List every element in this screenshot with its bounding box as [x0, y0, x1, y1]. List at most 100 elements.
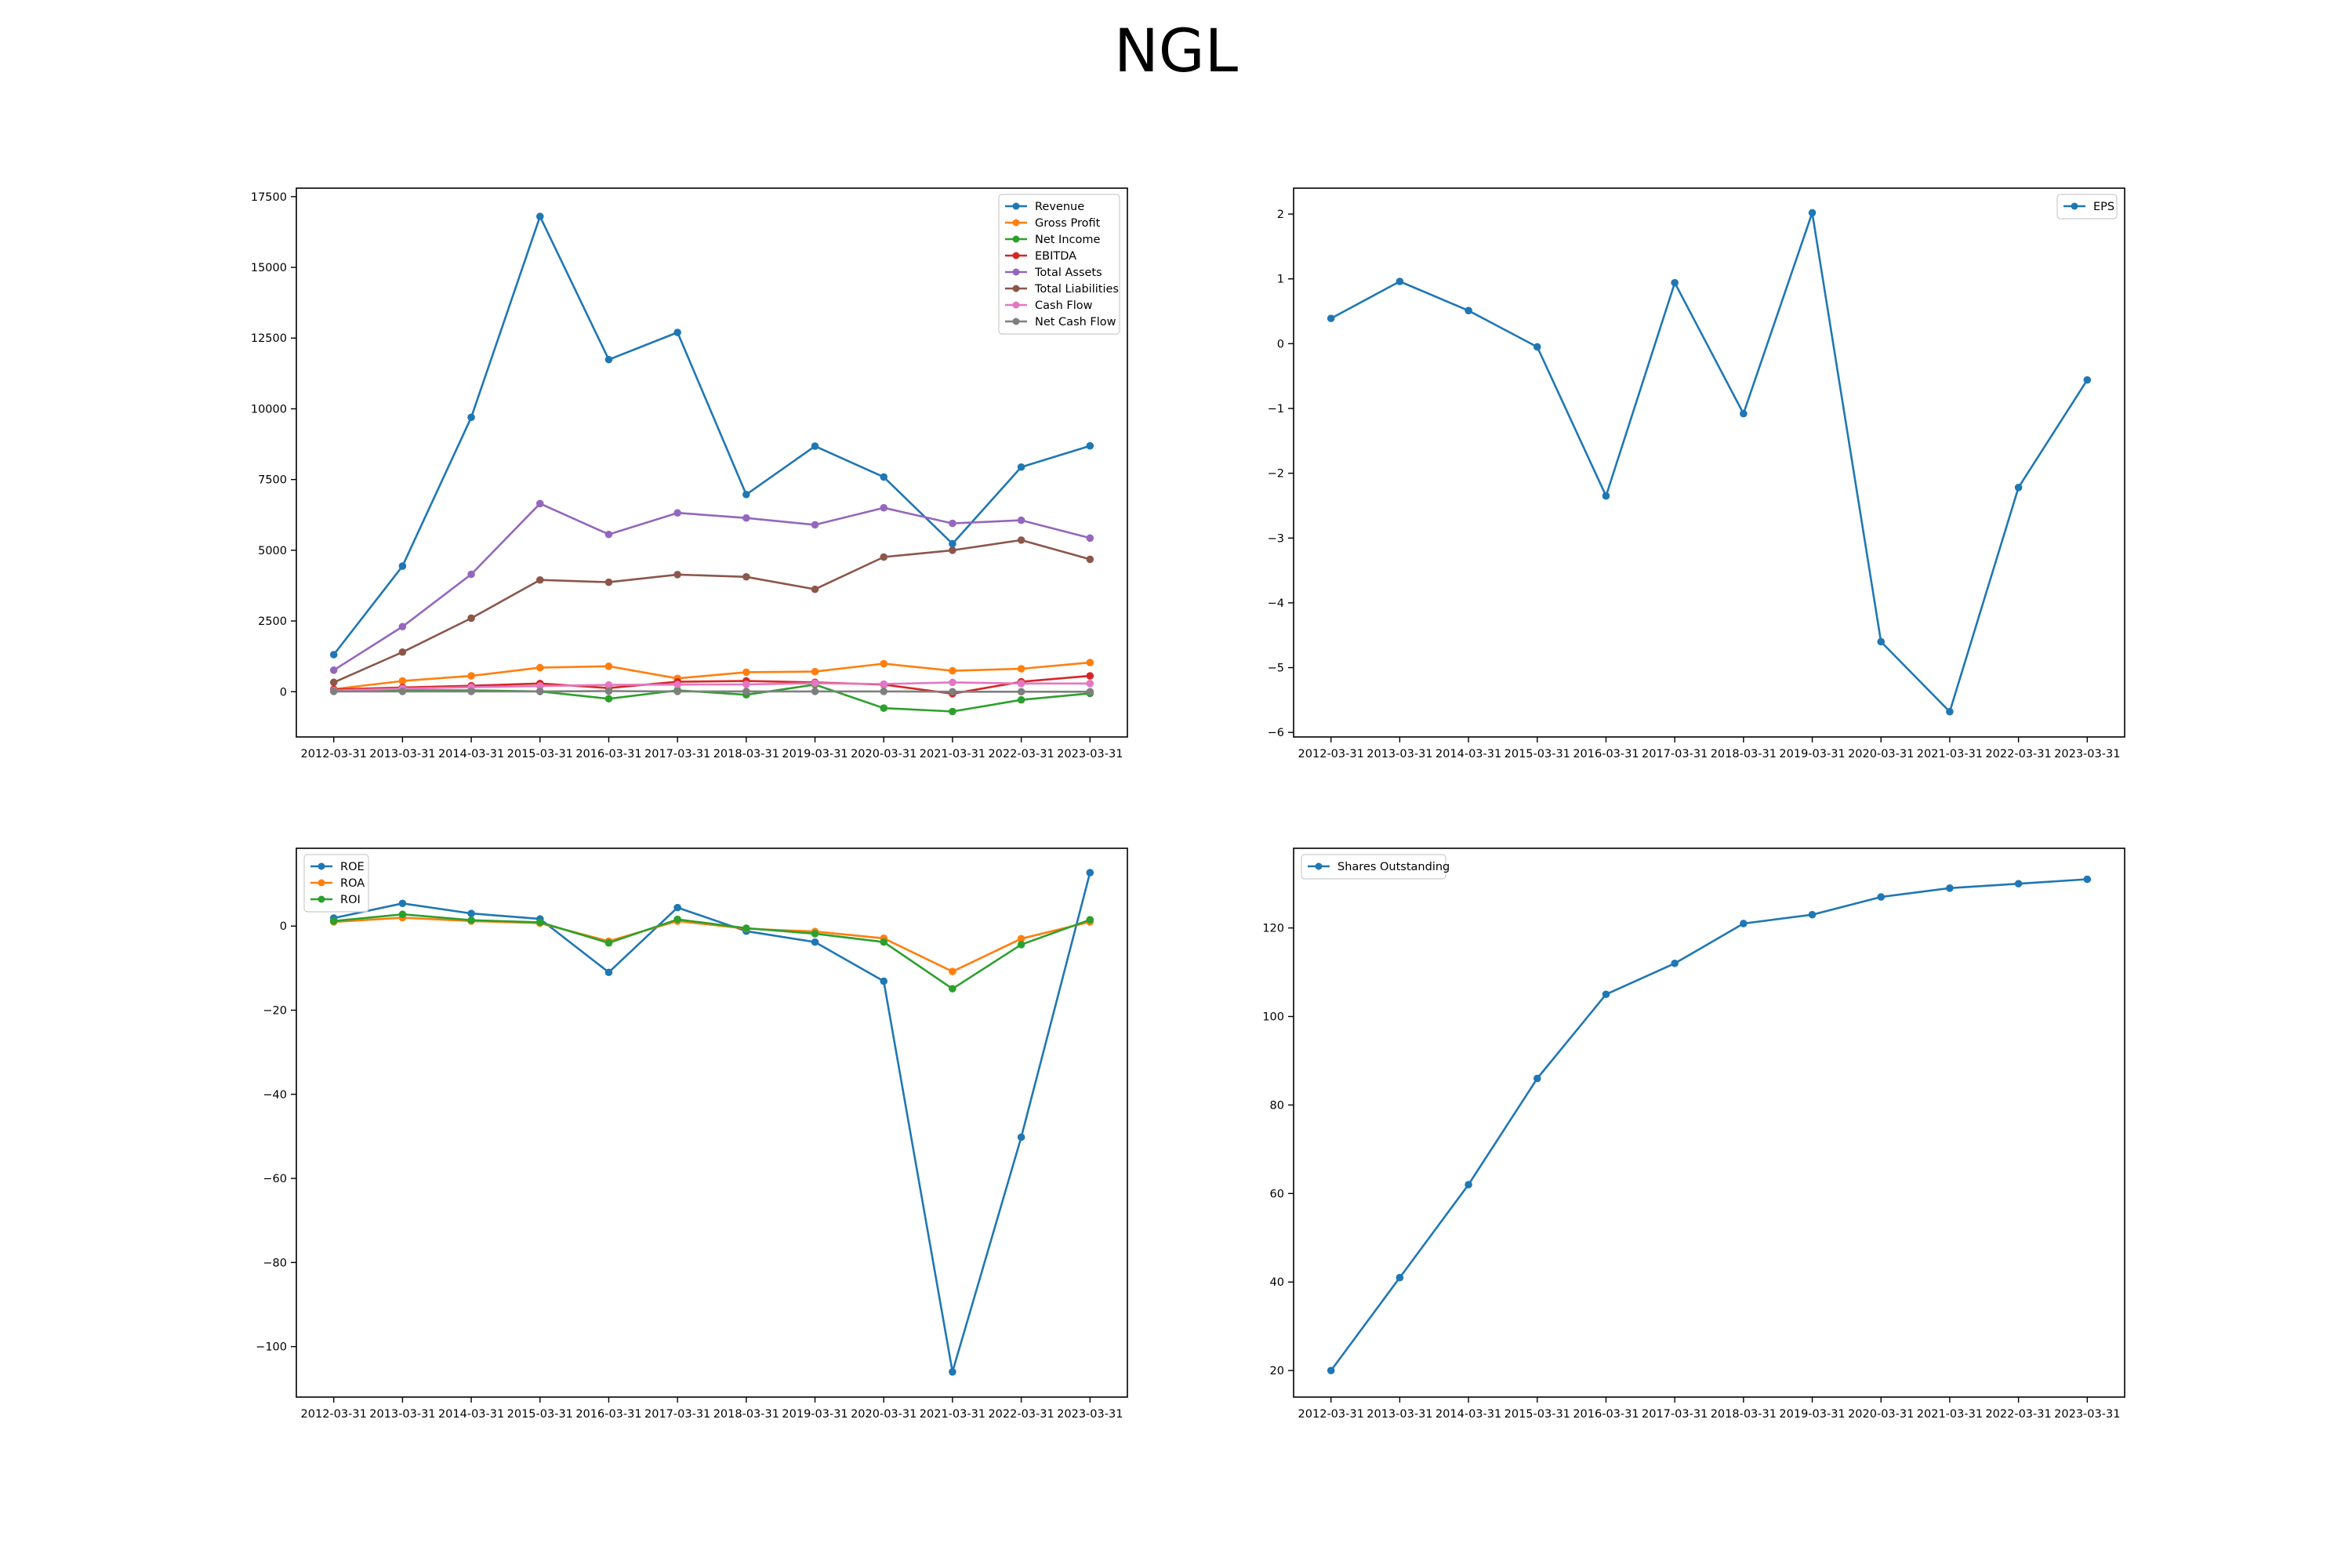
series-line-eps	[1330, 212, 2089, 713]
legend-marker	[318, 895, 325, 903]
x-tick-label: 2017-03-31	[644, 748, 710, 760]
data-point	[2083, 376, 2092, 384]
y-tick-label: −5	[1268, 662, 1284, 675]
data-point	[880, 659, 888, 668]
data-point	[398, 648, 407, 656]
chart-financials: 2012-03-31 2013-03-31 2014-03-31 2015-03-31…	[251, 187, 1128, 760]
data-point	[1946, 707, 1954, 716]
data-point	[811, 667, 819, 676]
x-tick-label: 2012-03-31	[1298, 748, 1364, 760]
legend-label-ebitda: EBITDA	[1035, 250, 1076, 263]
y-tick-label: −20	[263, 1005, 287, 1018]
y-tick-label: 80	[1270, 1099, 1284, 1112]
x-tick-label: 2016-03-31	[575, 748, 641, 760]
y-tick-label: 2500	[258, 615, 287, 628]
x-tick-label: 2020-03-31	[851, 748, 916, 760]
data-point	[1877, 637, 1886, 646]
x-tick-label: 2023-03-31	[1057, 1408, 1123, 1421]
x-tick-label: 2023-03-31	[2054, 1408, 2120, 1421]
series-gross-profit	[329, 659, 1094, 693]
plot-area-frame	[296, 187, 1128, 738]
data-point	[535, 575, 544, 584]
y-tick-label: 0	[1277, 338, 1284, 350]
data-point	[742, 668, 750, 677]
data-point	[673, 509, 681, 517]
data-point	[1602, 990, 1610, 999]
x-tick-label: 2020-03-31	[851, 1408, 916, 1421]
data-point	[1086, 555, 1094, 564]
data-point	[1465, 1181, 1472, 1189]
data-point	[1086, 441, 1094, 450]
x-tick-label: 2013-03-31	[369, 748, 435, 760]
data-point	[1017, 665, 1025, 673]
series-line-total-liabilities	[333, 539, 1091, 684]
data-point	[604, 695, 613, 703]
data-point	[1017, 516, 1025, 524]
data-point	[811, 938, 819, 946]
series-line-net-income	[333, 683, 1091, 713]
x-tick-label: 2013-03-31	[369, 1408, 435, 1421]
x-tick-label: 2022-03-31	[1985, 1408, 2051, 1421]
data-point	[329, 678, 338, 687]
plot-area-frame	[1293, 848, 2125, 1398]
data-point	[811, 585, 819, 593]
chart-eps: 2012-03-31 2013-03-31 2014-03-31 2015-03-31…	[1268, 187, 2125, 760]
data-point	[398, 677, 407, 685]
x-tick-label: 2022-03-31	[988, 748, 1054, 760]
series-shares-outstanding	[1327, 875, 2092, 1374]
data-point	[1877, 893, 1886, 901]
data-point	[811, 688, 819, 695]
data-point	[467, 672, 475, 680]
series-total-liabilities	[329, 536, 1094, 687]
x-tick-label: 2017-03-31	[1642, 1408, 1708, 1421]
x-tick-label: 2019-03-31	[1779, 1408, 1845, 1421]
data-point	[880, 704, 888, 712]
series-line-shares-outstanding	[1330, 878, 2088, 1371]
data-point	[398, 899, 407, 908]
data-point	[467, 688, 475, 695]
legend-marker	[2071, 202, 2078, 210]
legend-label-net-income: Net Income	[1035, 234, 1100, 246]
data-point	[398, 622, 407, 631]
x-tick-label: 2012-03-31	[1298, 1408, 1364, 1421]
data-point	[604, 662, 613, 670]
series-line-roa	[333, 916, 1091, 973]
y-tick-label: 5000	[258, 545, 287, 557]
x-tick-label: 2021-03-31	[1917, 748, 1983, 760]
x-tick-label: 2012-03-31	[301, 748, 367, 760]
data-point	[329, 651, 338, 659]
legend: Shares Outstanding	[1301, 854, 1450, 880]
data-point	[1017, 688, 1025, 696]
x-tick-label: 2017-03-31	[1642, 748, 1708, 760]
data-point	[2014, 484, 2023, 492]
data-point	[1086, 534, 1094, 543]
data-point	[329, 666, 338, 674]
data-point	[604, 938, 613, 947]
data-point	[1086, 869, 1094, 877]
y-tick-label: 60	[1270, 1188, 1284, 1200]
data-point	[811, 521, 819, 529]
plot-area-frame	[1293, 187, 2125, 738]
data-point	[1086, 688, 1094, 696]
data-point	[880, 553, 888, 561]
data-point	[535, 918, 544, 927]
y-tick-label: −2	[1268, 468, 1284, 481]
data-point	[673, 915, 681, 924]
y-tick-label: −80	[263, 1257, 287, 1269]
data-point	[1017, 463, 1025, 471]
data-point	[949, 688, 956, 696]
data-point	[1465, 307, 1472, 314]
y-tick-label: 100	[1262, 1011, 1284, 1024]
data-point	[742, 490, 750, 499]
data-point	[1327, 1367, 1335, 1374]
data-point	[467, 916, 475, 924]
series-line-gross-profit	[333, 661, 1091, 691]
x-tick-label: 2013-03-31	[1367, 1408, 1432, 1421]
data-point	[949, 967, 956, 975]
x-tick-label: 2022-03-31	[1985, 748, 2051, 760]
y-tick-label: −4	[1268, 597, 1284, 610]
legend-marker	[1012, 219, 1020, 227]
legend-marker	[1012, 268, 1020, 276]
y-tick-label: −6	[1268, 727, 1284, 739]
